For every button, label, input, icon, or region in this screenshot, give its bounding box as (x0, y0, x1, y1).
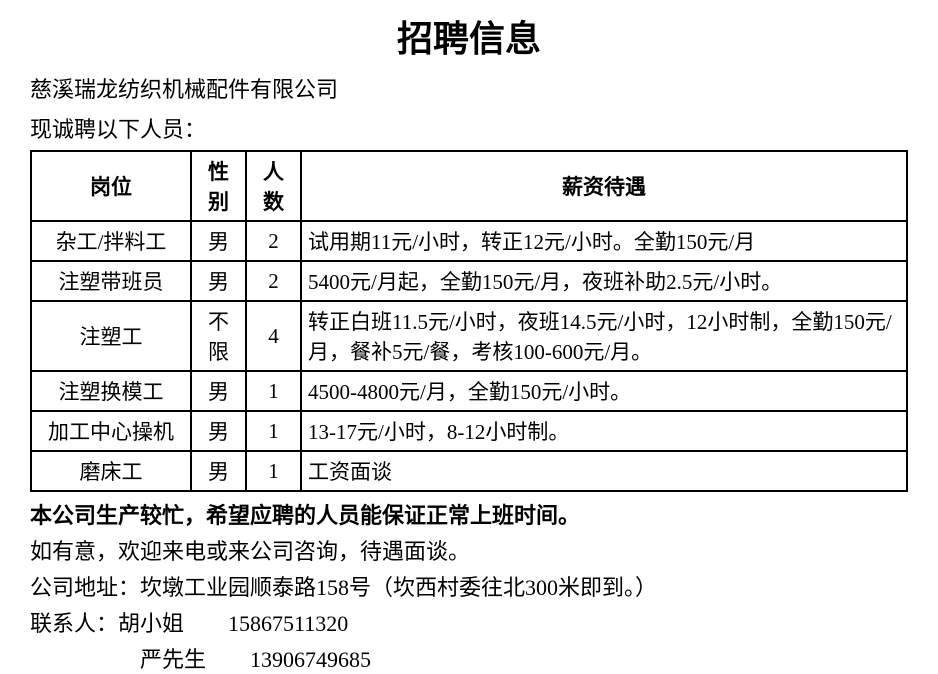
address-label: 公司地址： (30, 575, 140, 600)
cell-salary: 试用期11元/小时，转正12元/小时。全勤150元/月 (301, 221, 907, 261)
table-row: 注塑带班员 男 2 5400元/月起，全勤150元/月，夜班补助2.5元/小时。 (31, 261, 907, 301)
cell-salary: 工资面谈 (301, 451, 907, 491)
cell-gender: 男 (191, 451, 246, 491)
contact-line-1: 联系人：胡小姐 15867511320 (30, 606, 908, 638)
cell-count: 2 (246, 261, 301, 301)
cell-position: 注塑换模工 (31, 371, 191, 411)
cell-count: 4 (246, 301, 301, 371)
header-position: 岗位 (31, 151, 191, 221)
job-table: 岗位 性别 人数 薪资待遇 杂工/拌料工 男 2 试用期11元/小时，转正12元… (30, 150, 908, 492)
cell-gender: 男 (191, 261, 246, 301)
header-count: 人数 (246, 151, 301, 221)
cell-count: 1 (246, 451, 301, 491)
address-value: 坎墩工业园顺泰路158号（坎西村委往北300米即到。） (140, 575, 657, 600)
contact-phone-1: 15867511320 (228, 611, 348, 636)
cell-count: 2 (246, 221, 301, 261)
cell-gender: 男 (191, 411, 246, 451)
header-salary: 薪资待遇 (301, 151, 907, 221)
company-name: 慈溪瑞龙纺织机械配件有限公司 (30, 72, 908, 104)
cell-count: 1 (246, 371, 301, 411)
cell-position: 注塑工 (31, 301, 191, 371)
cell-gender: 不限 (191, 301, 246, 371)
table-header-row: 岗位 性别 人数 薪资待遇 (31, 151, 907, 221)
note-contact: 如有意，欢迎来电或来公司咨询，待遇面谈。 (30, 534, 908, 566)
table-row: 注塑换模工 男 1 4500-4800元/月，全勤150元/小时。 (31, 371, 907, 411)
cell-position: 杂工/拌料工 (31, 221, 191, 261)
table-row: 磨床工 男 1 工资面谈 (31, 451, 907, 491)
table-row: 加工中心操机 男 1 13-17元/小时，8-12小时制。 (31, 411, 907, 451)
contact-line-2: 严先生13906749685 (30, 642, 908, 674)
cell-salary: 5400元/月起，全勤150元/月，夜班补助2.5元/小时。 (301, 261, 907, 301)
cell-count: 1 (246, 411, 301, 451)
address-line: 公司地址：坎墩工业园顺泰路158号（坎西村委往北300米即到。） (30, 570, 908, 602)
cell-salary: 转正白班11.5元/小时，夜班14.5元/小时，12小时制，全勤150元/月，餐… (301, 301, 907, 371)
header-gender: 性别 (191, 151, 246, 221)
intro-line: 现诚聘以下人员： (30, 112, 908, 144)
cell-position: 加工中心操机 (31, 411, 191, 451)
cell-gender: 男 (191, 221, 246, 261)
table-row: 杂工/拌料工 男 2 试用期11元/小时，转正12元/小时。全勤150元/月 (31, 221, 907, 261)
cell-position: 磨床工 (31, 451, 191, 491)
contact-name-2: 严先生 (140, 642, 230, 674)
contact-name-1: 胡小姐 (118, 606, 208, 638)
contact-label: 联系人： (30, 611, 118, 636)
cell-salary: 4500-4800元/月，全勤150元/小时。 (301, 371, 907, 411)
page-title: 招聘信息 (30, 10, 908, 62)
cell-salary: 13-17元/小时，8-12小时制。 (301, 411, 907, 451)
table-row: 注塑工 不限 4 转正白班11.5元/小时，夜班14.5元/小时，12小时制，全… (31, 301, 907, 371)
cell-position: 注塑带班员 (31, 261, 191, 301)
cell-gender: 男 (191, 371, 246, 411)
note-bold: 本公司生产较忙，希望应聘的人员能保证正常上班时间。 (30, 498, 908, 530)
